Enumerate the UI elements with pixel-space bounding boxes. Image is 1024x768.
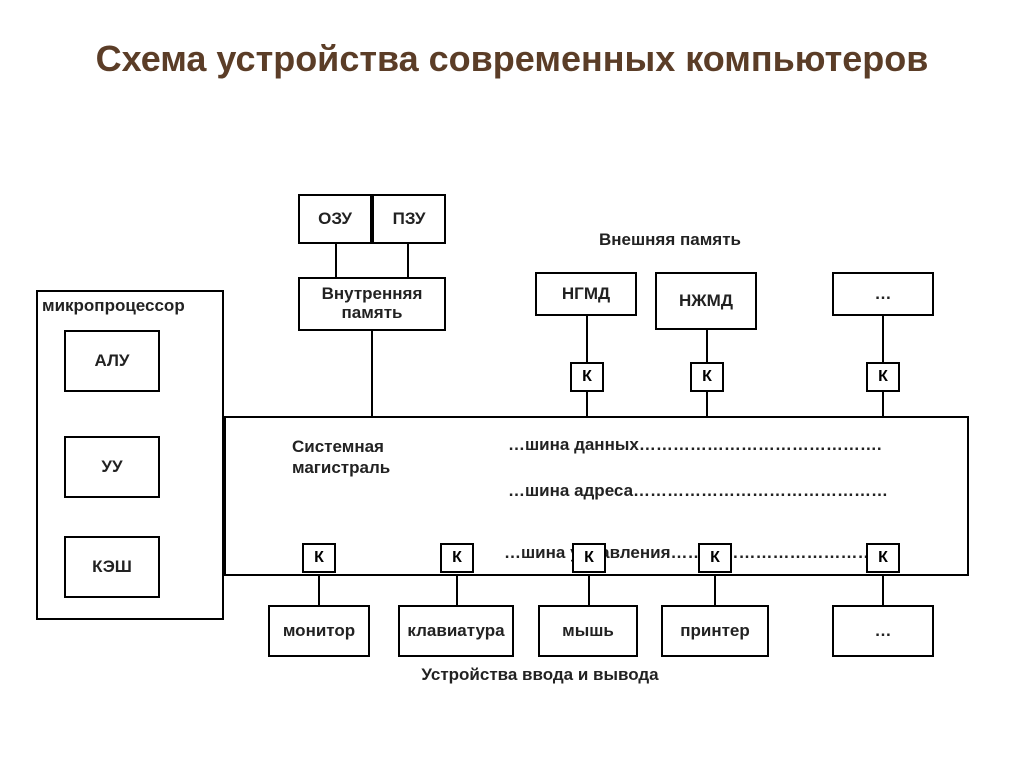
keyboard-box: клавиатура [398,605,514,657]
controller-hdd: К [690,362,724,392]
controller-keyboard: К [440,543,474,573]
io-more-box: … [832,605,934,657]
mouse-box: мышь [538,605,638,657]
hdd-box: НЖМД [655,272,757,330]
inner-memory-box: Внутренняя память [298,277,446,331]
data-bus-label: …шина данных……………………………………. [238,434,938,455]
alu-box: АЛУ [64,330,160,392]
controller-external-more: К [866,362,900,392]
address-bus-label: …шина адреса……………………………………… [238,480,938,501]
controller-fdd: К [570,362,604,392]
controller-printer: К [698,543,732,573]
external-memory-more-box: … [832,272,934,316]
cu-box: УУ [64,436,160,498]
controller-mouse: К [572,543,606,573]
cache-box: КЭШ [64,536,160,598]
microprocessor-label: микропроцессор [42,296,212,316]
ram-box: ОЗУ [298,194,372,244]
rom-box: ПЗУ [372,194,446,244]
io-devices-label: Устройства ввода и вывода [330,665,750,685]
printer-box: принтер [661,605,769,657]
fdd-box: НГМД [535,272,637,316]
monitor-box: монитор [268,605,370,657]
controller-io-more: К [866,543,900,573]
controller-monitor: К [302,543,336,573]
external-memory-label: Внешняя память [560,230,780,250]
